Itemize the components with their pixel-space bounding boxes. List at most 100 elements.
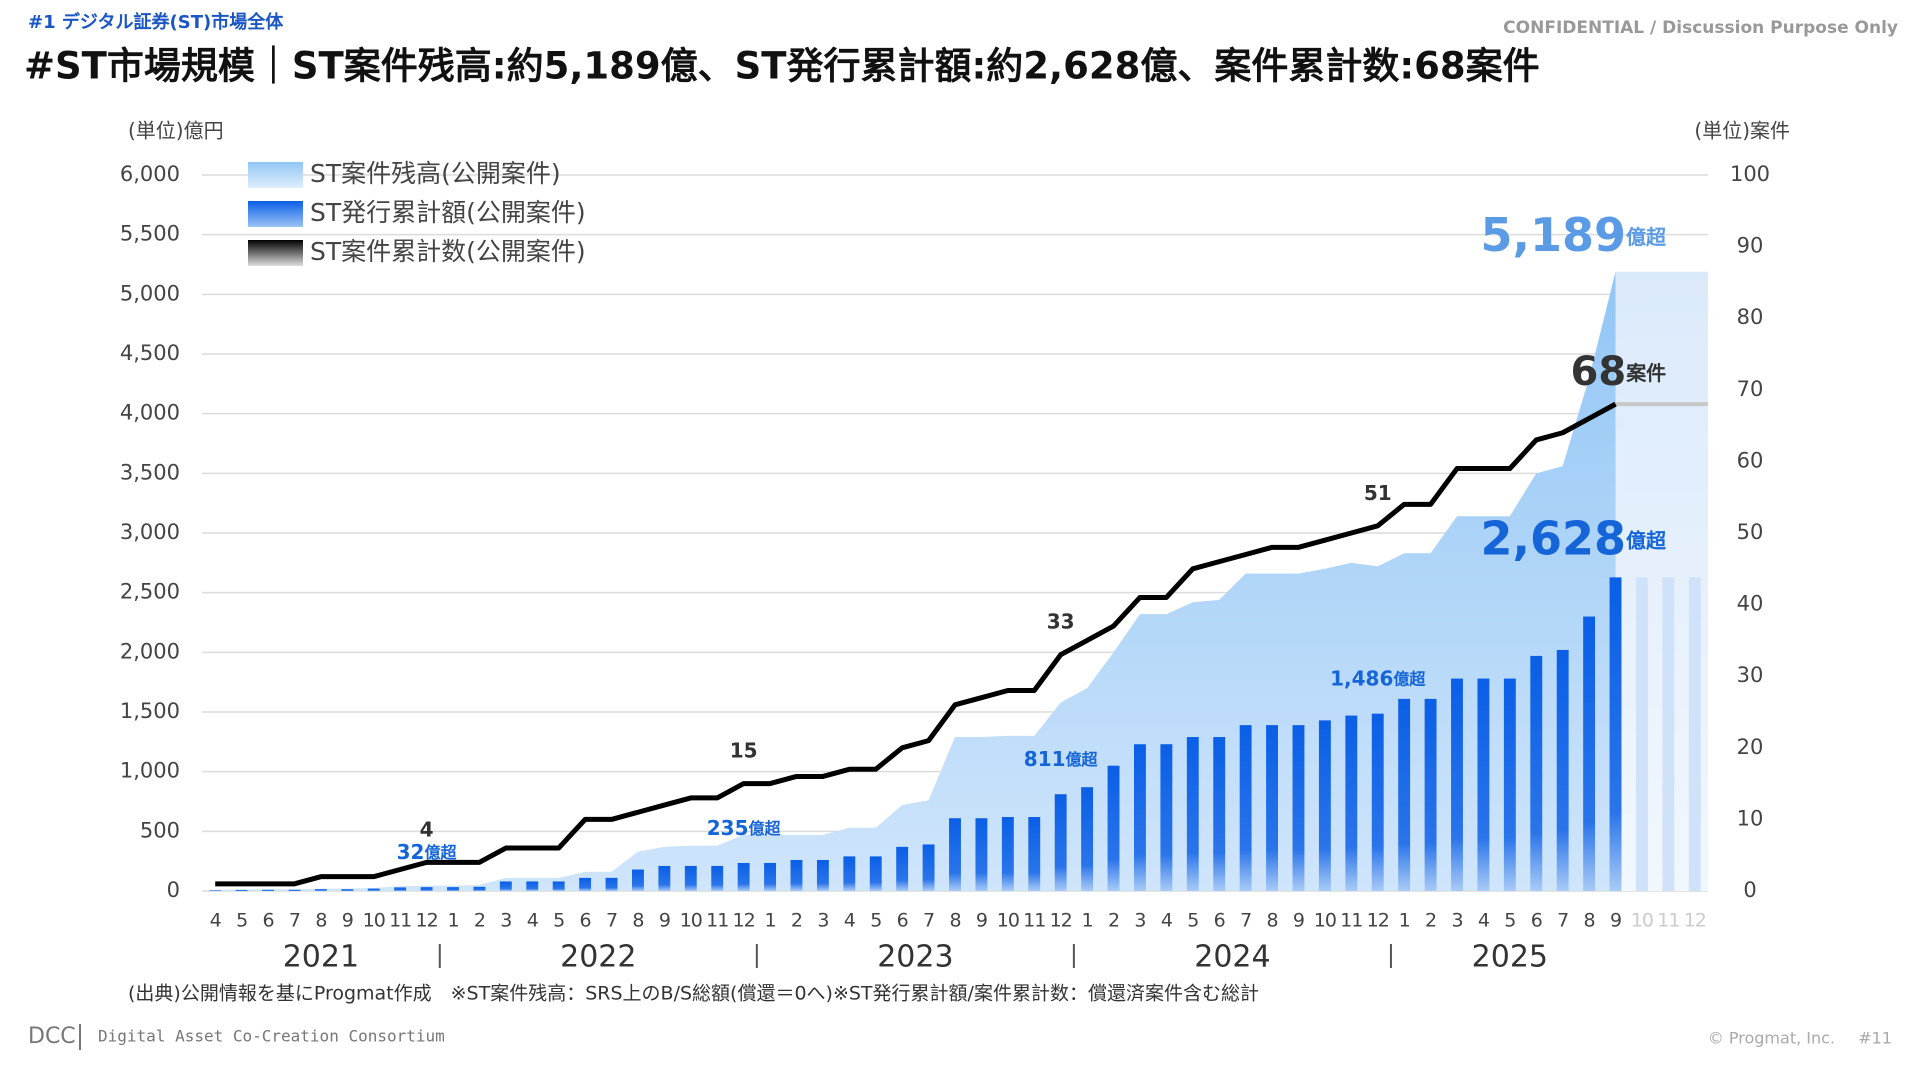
bar <box>1001 817 1014 891</box>
y2-tick-label: 80 <box>1737 305 1764 329</box>
bar <box>896 846 909 891</box>
x-tick-label: 1 <box>447 910 458 932</box>
data-label-suffix: 億超 <box>1393 669 1426 688</box>
bar <box>1213 737 1226 891</box>
y-tick-label: 2,000 <box>120 639 180 663</box>
bar <box>1186 737 1199 891</box>
y-tick-label: 1,000 <box>120 759 180 783</box>
y-tick-label: 5,500 <box>120 222 180 246</box>
y2-tick-label: 30 <box>1737 663 1764 687</box>
bar <box>843 856 856 891</box>
bar <box>975 818 988 891</box>
x-tick-label: 10 <box>1314 910 1336 932</box>
bar <box>473 886 486 891</box>
x-tick-label: 5 <box>236 910 247 932</box>
bar <box>632 869 644 891</box>
bar <box>1266 725 1278 891</box>
bar <box>1530 655 1543 891</box>
copyright: © Progmat, Inc. <box>1708 1029 1835 1048</box>
year-label: 2023 <box>877 940 953 975</box>
y2-tick-label: 90 <box>1737 234 1764 258</box>
data-label-value: 1,486 <box>1330 666 1393 690</box>
bar <box>1424 698 1437 891</box>
x-tick-label: 3 <box>817 910 828 932</box>
bar <box>367 888 380 891</box>
data-label-value: 811 <box>1024 747 1066 771</box>
bar <box>288 889 301 891</box>
data-label: 235億超 <box>707 815 782 839</box>
y-unit: (単位)億円 <box>128 119 224 143</box>
bar <box>1583 616 1596 891</box>
data-label: 15 <box>730 738 758 762</box>
x-tick-label: 5 <box>553 910 564 932</box>
confidential: CONFIDENTIAL / Discussion Purpose Only <box>1503 18 1898 38</box>
y-tick-label: 2,500 <box>120 580 180 604</box>
legend-label: ST案件累計数(公開案件) <box>310 237 586 266</box>
x-tick-label: 10 <box>363 910 385 932</box>
bar <box>1556 649 1569 891</box>
y-tick-label: 4,500 <box>120 341 180 365</box>
x-tick-label: 1 <box>765 910 776 932</box>
data-label-value: 32 <box>397 840 425 864</box>
x-tick-label: 11 <box>1023 910 1045 932</box>
bar <box>526 881 539 891</box>
x-tick-label: 2 <box>791 910 802 932</box>
bar <box>209 890 222 891</box>
data-label-suffix: 億超 <box>1626 528 1667 552</box>
x-tick-label: 12 <box>1367 910 1389 932</box>
x-tick-label: 6 <box>580 910 591 932</box>
x-tick-label: 8 <box>1584 910 1595 932</box>
bar <box>394 887 407 891</box>
footnote: (出典)公開情報を基にProgmat作成 ※ST案件残高：SRS上のB/S総額(… <box>128 983 1259 1005</box>
data-label: 4 <box>420 817 434 841</box>
year-label: 2025 <box>1472 940 1548 975</box>
bar <box>1160 744 1173 891</box>
bar <box>1503 678 1516 891</box>
bar <box>499 881 512 891</box>
x-tick-label: 1 <box>1399 910 1410 932</box>
data-label-value: 33 <box>1047 609 1075 633</box>
x-tick-label: 3 <box>1134 910 1145 932</box>
x-tick-label: 11 <box>1340 910 1362 932</box>
y2-tick-label: 70 <box>1737 377 1764 401</box>
legend-label: ST発行累計額(公開案件) <box>310 198 586 227</box>
bar <box>949 818 961 891</box>
x-tick-label: 1 <box>1082 910 1093 932</box>
x-tick-label: 5 <box>870 910 881 932</box>
bar <box>314 889 327 891</box>
bar <box>816 859 829 891</box>
x-tick-label: 4 <box>1478 910 1490 932</box>
bar <box>1107 765 1120 891</box>
x-tick-label: 4 <box>844 910 856 932</box>
bar <box>579 877 592 891</box>
y2-tick-label: 100 <box>1730 162 1770 186</box>
y-tick-label: 1,500 <box>120 699 180 723</box>
x-tick-label: 2 <box>1108 910 1119 932</box>
data-label-suffix: 億超 <box>424 843 457 862</box>
legend-swatch <box>248 201 303 227</box>
bar <box>1345 715 1358 891</box>
line <box>215 401 1617 887</box>
x-tick-label: 3 <box>1451 910 1462 932</box>
page-number: #11 <box>1858 1029 1892 1048</box>
bar <box>1477 678 1490 891</box>
y2-tick-label: 50 <box>1737 520 1764 544</box>
data-label-value: 2,628 <box>1481 511 1627 565</box>
bar <box>235 890 248 891</box>
data-label: 5,189億超 <box>1481 207 1668 261</box>
y2-tick-label: 10 <box>1737 806 1764 830</box>
bar <box>1609 577 1622 891</box>
y2-tick-label: 0 <box>1743 878 1756 902</box>
bar <box>447 887 459 891</box>
x-tick-label: 8 <box>632 910 643 932</box>
x-tick-label: 6 <box>1214 910 1225 932</box>
bar-projection <box>1688 577 1701 891</box>
data-label: 33 <box>1047 609 1075 633</box>
section-label: #1 デジタル証券(ST)市場全体 <box>28 11 284 33</box>
bar <box>420 887 433 891</box>
bar <box>1398 698 1411 891</box>
plot: 05001,0001,5002,0002,5003,0003,5004,0004… <box>120 159 1770 975</box>
bar <box>869 856 882 891</box>
bar <box>341 889 354 891</box>
data-label-value: 51 <box>1364 480 1392 504</box>
